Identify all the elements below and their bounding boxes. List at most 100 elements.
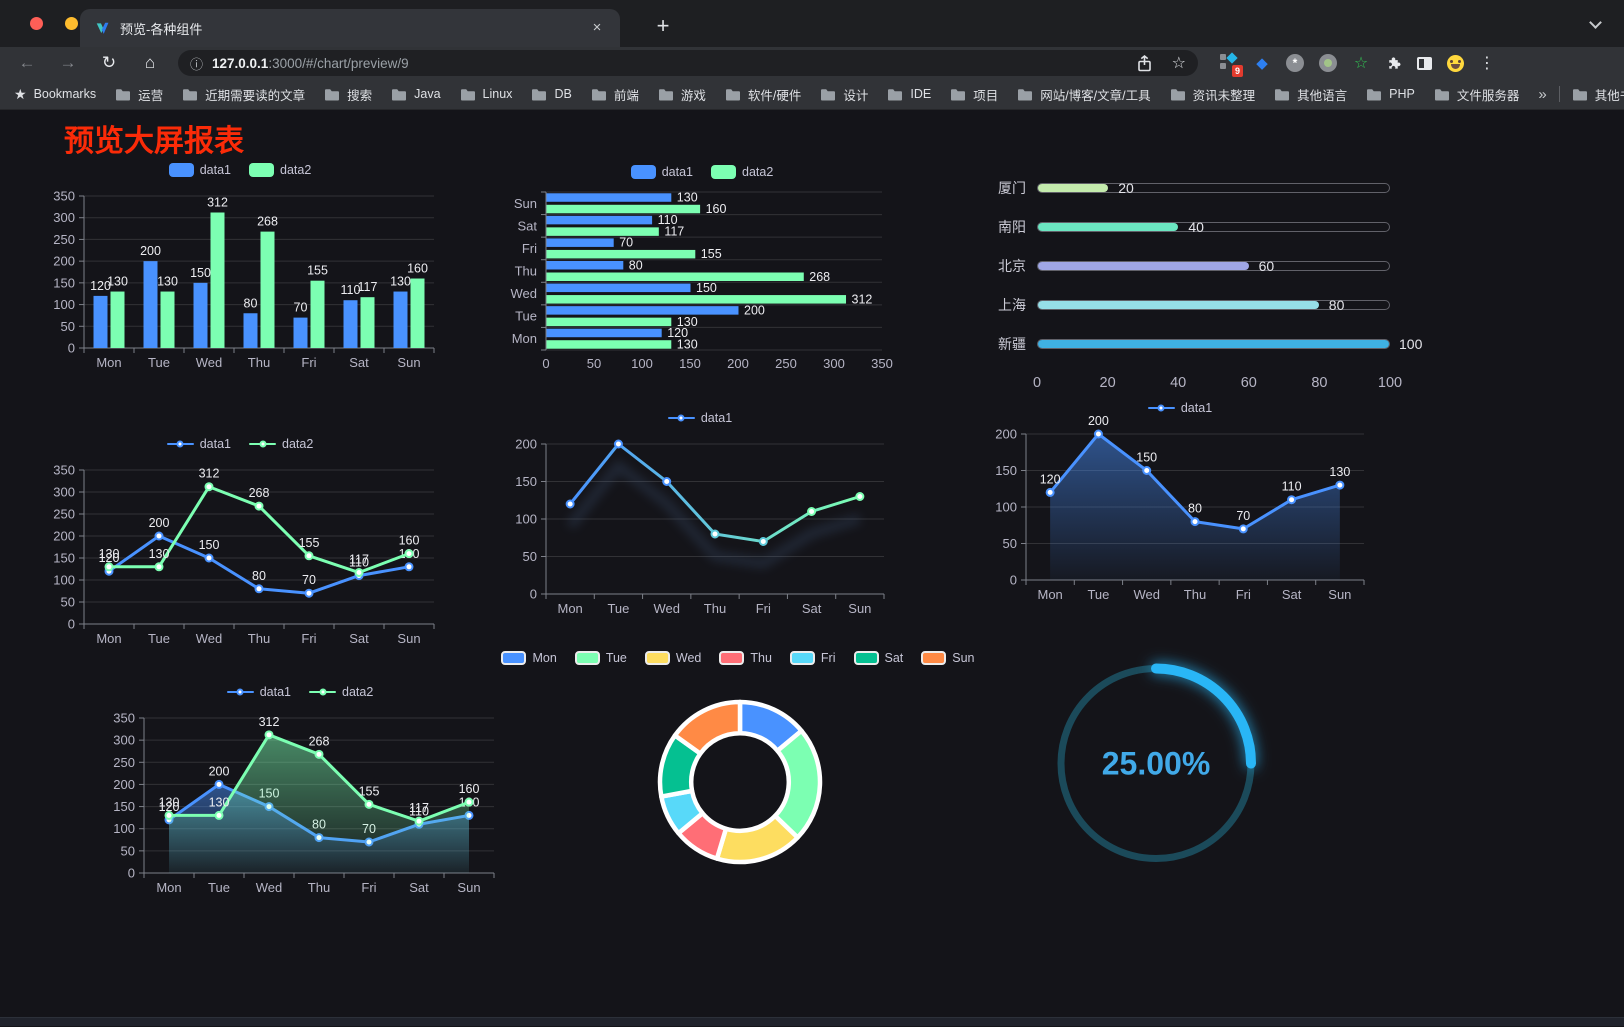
- legend-item[interactable]: Sat: [853, 651, 903, 665]
- legend-item[interactable]: data1: [166, 437, 231, 451]
- browser-menu-icon[interactable]: ⋮: [1479, 55, 1495, 72]
- minimize-window-button[interactable]: [65, 17, 78, 30]
- svg-text:150: 150: [53, 275, 75, 290]
- svg-text:200: 200: [149, 516, 170, 530]
- bookmark-folder[interactable]: DB: [531, 87, 572, 101]
- legend-item[interactable]: data2: [309, 685, 373, 699]
- side-panel-icon[interactable]: [1417, 56, 1432, 70]
- svg-text:Thu: Thu: [1184, 587, 1206, 602]
- emoji-extension-icon[interactable]: [1447, 54, 1464, 72]
- tab-search-chevron-icon[interactable]: [1589, 16, 1602, 29]
- forward-icon[interactable]: →: [59, 53, 77, 72]
- progress-fill: [1038, 301, 1319, 309]
- address-bar[interactable]: ⓘ 127.0.0.1 :3000/#/chart/preview/9 ☆: [178, 50, 1198, 76]
- green-star-extension-icon[interactable]: ☆: [1353, 55, 1369, 72]
- bookmark-folder[interactable]: 游戏: [658, 85, 706, 104]
- progress-label: 新疆: [998, 336, 1026, 352]
- svg-text:250: 250: [53, 232, 75, 247]
- legend-item[interactable]: Fri: [789, 651, 836, 665]
- progress-fill: [1038, 340, 1389, 348]
- bookmark-folder[interactable]: 项目: [950, 85, 998, 104]
- back-icon[interactable]: ←: [18, 53, 36, 72]
- bookmark-folder[interactable]: 网站/博客/文章/工具: [1017, 85, 1151, 104]
- svg-text:Sat: Sat: [517, 218, 537, 233]
- svg-text:Fri: Fri: [301, 355, 316, 370]
- svg-text:130: 130: [159, 795, 180, 809]
- svg-text:350: 350: [113, 711, 135, 726]
- dot-extension-icon[interactable]: [1319, 54, 1337, 72]
- bookmark-folder[interactable]: 运营: [115, 85, 163, 104]
- legend-item[interactable]: data1: [168, 163, 231, 177]
- svg-text:80: 80: [629, 258, 643, 272]
- svg-text:Sun: Sun: [397, 355, 420, 370]
- bookmark-folder[interactable]: 前端: [591, 85, 639, 104]
- new-tab-button[interactable]: +: [656, 13, 670, 38]
- legend-item[interactable]: Tue: [574, 651, 627, 665]
- bookmark-folder[interactable]: 搜索: [324, 85, 372, 104]
- bookmark-star-icon[interactable]: ☆: [1171, 55, 1186, 72]
- legend-label: data1: [259, 685, 291, 699]
- legend-label: Thu: [750, 651, 772, 665]
- svg-text:70: 70: [619, 236, 633, 250]
- legend-swatch: [789, 651, 815, 665]
- legend-item[interactable]: data1: [667, 411, 733, 425]
- svg-text:130: 130: [157, 275, 178, 289]
- bookmark-folder[interactable]: 其他语言: [1274, 85, 1347, 104]
- bookmark-folder[interactable]: 文件服务器: [1434, 85, 1519, 104]
- bookmark-folder[interactable]: IDE: [887, 87, 931, 101]
- legend-item[interactable]: data1: [1147, 401, 1212, 415]
- bookmark-folder[interactable]: 近期需要读的文章: [182, 85, 305, 104]
- svg-text:Wed: Wed: [196, 631, 223, 646]
- svg-text:Fri: Fri: [1236, 587, 1251, 602]
- browser-tab[interactable]: 预览-各种组件 ×: [80, 9, 620, 47]
- asterisk-extension-icon[interactable]: *: [1286, 54, 1304, 72]
- svg-text:Mon: Mon: [512, 331, 537, 346]
- legend-item[interactable]: data1: [630, 165, 693, 179]
- legend-item[interactable]: Sun: [921, 651, 975, 665]
- legend-label: data1: [700, 411, 733, 425]
- bookmark-folder[interactable]: 设计: [820, 85, 868, 104]
- legend-swatch: [574, 651, 600, 665]
- legend-label: data2: [280, 163, 312, 177]
- legend-swatch: [168, 163, 194, 177]
- svg-text:Fri: Fri: [301, 631, 316, 646]
- legend-item[interactable]: data1: [226, 685, 291, 699]
- bookmark-folder[interactable]: 软件/硬件: [725, 85, 801, 104]
- bookmark-folder[interactable]: Linux: [460, 87, 512, 101]
- legend-item[interactable]: data2: [249, 163, 311, 177]
- bookmark-folder-label: 游戏: [680, 88, 706, 103]
- svg-text:Sun: Sun: [1328, 587, 1351, 602]
- legend-item[interactable]: Thu: [719, 651, 772, 665]
- extensions-puzzle-icon[interactable]: [1385, 55, 1402, 72]
- extension-grid-icon[interactable]: 9: [1220, 52, 1243, 77]
- reload-icon[interactable]: ↻: [101, 53, 117, 72]
- legend-item[interactable]: data2: [249, 437, 313, 451]
- svg-text:Sat: Sat: [349, 631, 369, 646]
- tab-close-icon[interactable]: ×: [592, 19, 602, 36]
- legend-item[interactable]: Mon: [501, 651, 557, 665]
- bookmark-folder[interactable]: PHP: [1366, 87, 1415, 101]
- legend-swatch: [1147, 402, 1175, 415]
- legend-item[interactable]: data2: [711, 165, 773, 179]
- legend-label: Fri: [820, 651, 836, 665]
- bookmark-folder-label: 项目: [973, 88, 999, 103]
- site-info-icon[interactable]: ⓘ: [190, 56, 204, 72]
- other-bookmarks-folder[interactable]: 其他书签: [1572, 85, 1624, 104]
- folder-icon: [1572, 88, 1587, 100]
- share-icon[interactable]: [1137, 54, 1152, 72]
- close-window-button[interactable]: [30, 17, 43, 30]
- bookmarks-overflow-icon[interactable]: »: [1538, 85, 1547, 103]
- bookmark-folder[interactable]: 资讯未整理: [1170, 85, 1255, 104]
- legend-label: data1: [199, 163, 231, 177]
- bookmark-folder[interactable]: Java: [391, 87, 441, 101]
- svg-text:Sat: Sat: [1282, 587, 1302, 602]
- gem-extension-icon[interactable]: ◆: [1256, 55, 1268, 72]
- legend-item[interactable]: Wed: [644, 651, 701, 665]
- folder-icon: [1018, 88, 1033, 100]
- folder-icon: [183, 88, 198, 100]
- legend-label: Tue: [605, 651, 627, 665]
- bookmarks-root[interactable]: ★ Bookmarks: [14, 86, 96, 103]
- home-icon[interactable]: ⌂: [144, 53, 156, 72]
- svg-text:200: 200: [1088, 414, 1109, 428]
- svg-text:100: 100: [515, 512, 537, 527]
